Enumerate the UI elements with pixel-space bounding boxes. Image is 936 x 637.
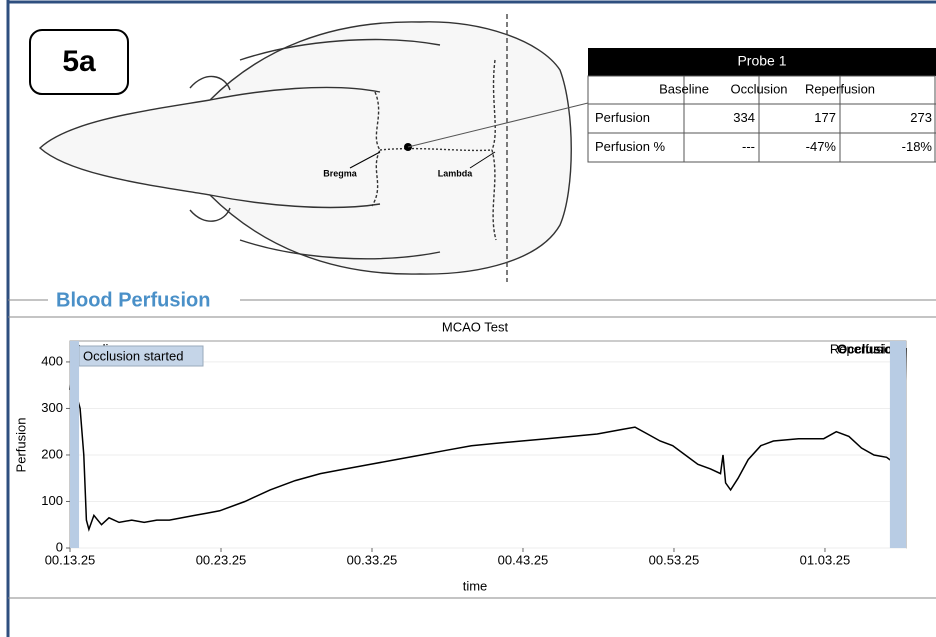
y-tick-label: 100: [41, 493, 63, 508]
x-tick-label: 00.53.25: [649, 552, 700, 567]
x-tick-label: 00.43.25: [498, 552, 549, 567]
table-row-label: Perfusion %: [595, 139, 666, 154]
table-cell: ---: [742, 139, 755, 154]
table-title: Probe 1: [737, 53, 786, 69]
x-tick-label: 00.23.25: [196, 552, 247, 567]
table-column-header: Occlusion: [730, 81, 787, 96]
x-tick-label: 00.13.25: [45, 552, 96, 567]
region: [70, 341, 79, 548]
x-tick-label: 00.33.25: [347, 552, 398, 567]
figure-label: 5a: [62, 45, 96, 78]
table-row-label: Perfusion: [595, 110, 650, 125]
y-tick-label: 200: [41, 446, 63, 461]
section-title: Blood Perfusion: [56, 289, 210, 311]
y-tick-label: 400: [41, 353, 63, 368]
table-cell: 334: [733, 110, 755, 125]
table-column-header: Baseline: [659, 81, 709, 96]
annotation: Occlusion started: [83, 348, 183, 363]
chart: MCAO Test time Perfusion 010020030040000…: [13, 319, 906, 593]
x-axis-label: time: [463, 578, 488, 593]
figure: Bregma Lambda 5a Probe 1 Blood Perfusion…: [0, 0, 936, 637]
x-tick-label: 01.03.25: [800, 552, 851, 567]
skull-label: Bregma: [323, 168, 358, 178]
y-axis-label: Perfusion: [13, 418, 28, 473]
skull-label: Lambda: [438, 168, 474, 178]
table-cell: 273: [910, 110, 932, 125]
region: [890, 341, 906, 548]
table-cell: -18%: [902, 139, 933, 154]
table-column-header: Reperfusion: [805, 81, 875, 96]
table-cell: -47%: [806, 139, 837, 154]
chart-title: MCAO Test: [442, 319, 509, 334]
y-tick-label: 300: [41, 400, 63, 415]
table-cell: 177: [814, 110, 836, 125]
